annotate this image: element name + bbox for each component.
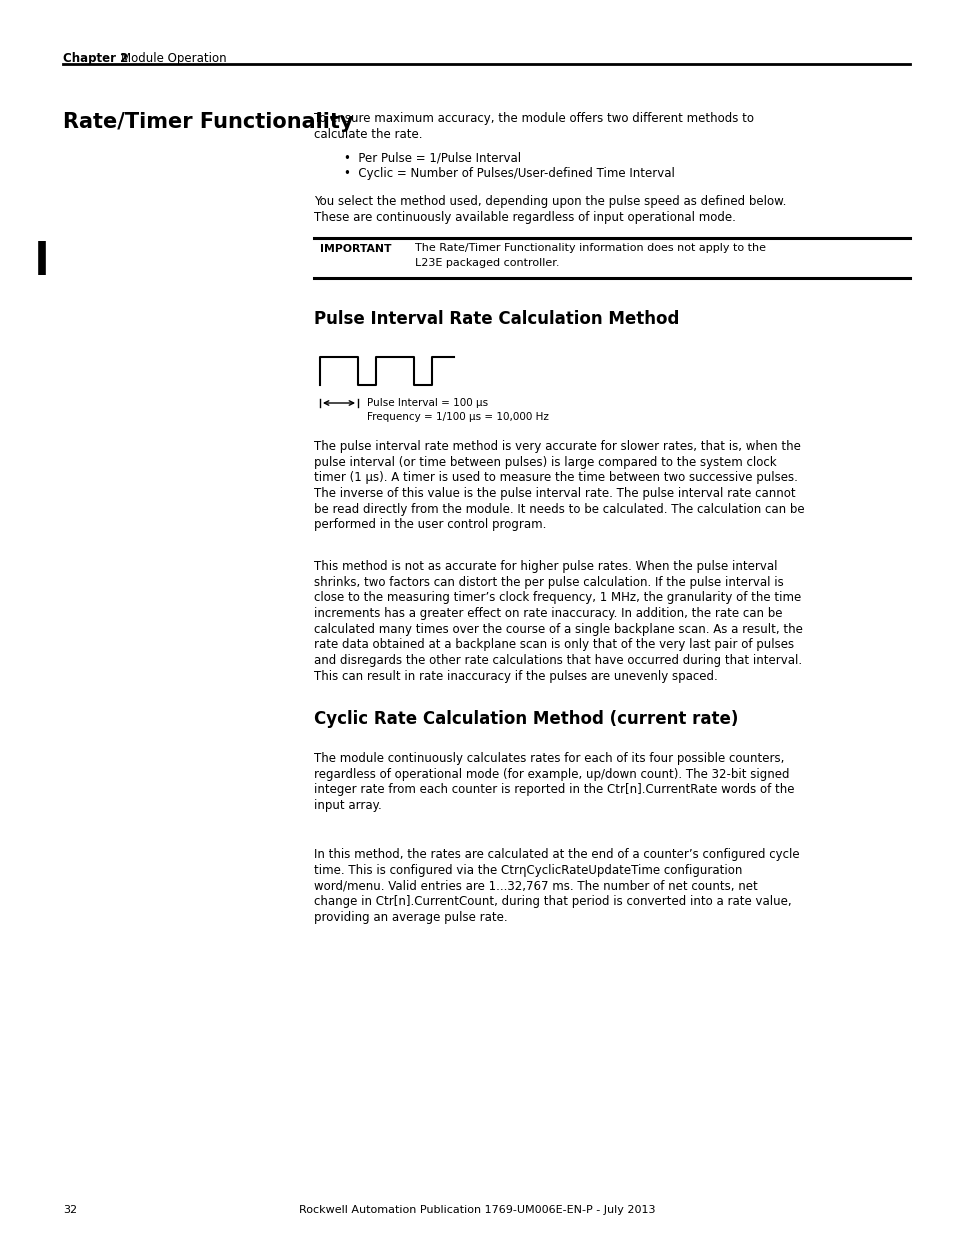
- Text: change in Ctr[n].CurrentCount, during that period is converted into a rate value: change in Ctr[n].CurrentCount, during th…: [314, 895, 791, 908]
- Text: word/menu. Valid entries are 1...32,767 ms. The number of net counts, net: word/menu. Valid entries are 1...32,767 …: [314, 879, 757, 893]
- Text: Pulse Interval Rate Calculation Method: Pulse Interval Rate Calculation Method: [314, 310, 679, 329]
- Text: •  Cyclic = Number of Pulses/User-defined Time Interval: • Cyclic = Number of Pulses/User-defined…: [344, 167, 674, 180]
- Text: In this method, the rates are calculated at the end of a counter’s configured cy: In this method, the rates are calculated…: [314, 848, 799, 861]
- Text: close to the measuring timer’s clock frequency, 1 MHz, the granularity of the ti: close to the measuring timer’s clock fre…: [314, 592, 801, 604]
- Text: regardless of operational mode (for example, up/down count). The 32-bit signed: regardless of operational mode (for exam…: [314, 768, 789, 781]
- Text: performed in the user control program.: performed in the user control program.: [314, 519, 546, 531]
- Text: be read directly from the module. It needs to be calculated. The calculation can: be read directly from the module. It nee…: [314, 503, 803, 516]
- Text: The Rate/Timer Functionality information does not apply to the: The Rate/Timer Functionality information…: [415, 243, 765, 253]
- Text: Rate/Timer Functionality: Rate/Timer Functionality: [63, 112, 354, 132]
- Text: integer rate from each counter is reported in the Ctr[n].CurrentRate words of th: integer rate from each counter is report…: [314, 783, 794, 797]
- Text: Pulse Interval = 100 μs: Pulse Interval = 100 μs: [367, 398, 488, 408]
- Text: The pulse interval rate method is very accurate for slower rates, that is, when : The pulse interval rate method is very a…: [314, 440, 800, 453]
- Text: IMPORTANT: IMPORTANT: [319, 245, 391, 254]
- Text: Cyclic Rate Calculation Method (current rate): Cyclic Rate Calculation Method (current …: [314, 710, 738, 727]
- Text: Rockwell Automation Publication 1769-UM006E-EN-P - July 2013: Rockwell Automation Publication 1769-UM0…: [298, 1205, 655, 1215]
- Text: To ensure maximum accuracy, the module offers two different methods to: To ensure maximum accuracy, the module o…: [314, 112, 753, 125]
- Text: calculate the rate.: calculate the rate.: [314, 128, 422, 141]
- Text: 32: 32: [63, 1205, 77, 1215]
- Text: The module continuously calculates rates for each of its four possible counters,: The module continuously calculates rates…: [314, 752, 783, 764]
- Text: The inverse of this value is the pulse interval rate. The pulse interval rate ca: The inverse of this value is the pulse i…: [314, 487, 795, 500]
- Text: calculated many times over the course of a single backplane scan. As a result, t: calculated many times over the course of…: [314, 622, 802, 636]
- Text: Module Operation: Module Operation: [121, 52, 227, 65]
- Text: These are continuously available regardless of input operational mode.: These are continuously available regardl…: [314, 211, 735, 224]
- Text: providing an average pulse rate.: providing an average pulse rate.: [314, 910, 507, 924]
- Text: This method is not as accurate for higher pulse rates. When the pulse interval: This method is not as accurate for highe…: [314, 559, 777, 573]
- Text: •  Per Pulse = 1/Pulse Interval: • Per Pulse = 1/Pulse Interval: [344, 151, 520, 164]
- Text: This can result in rate inaccuracy if the pulses are unevenly spaced.: This can result in rate inaccuracy if th…: [314, 669, 717, 683]
- Text: rate data obtained at a backplane scan is only that of the very last pair of pul: rate data obtained at a backplane scan i…: [314, 638, 793, 651]
- Text: L23E packaged controller.: L23E packaged controller.: [415, 258, 558, 268]
- Text: increments has a greater effect on rate inaccuracy. In addition, the rate can be: increments has a greater effect on rate …: [314, 606, 781, 620]
- Text: You select the method used, depending upon the pulse speed as defined below.: You select the method used, depending up…: [314, 195, 785, 207]
- Text: timer (1 μs). A timer is used to measure the time between two successive pulses.: timer (1 μs). A timer is used to measure…: [314, 472, 797, 484]
- Text: and disregards the other rate calculations that have occurred during that interv: and disregards the other rate calculatio…: [314, 655, 801, 667]
- Text: time. This is configured via the CtrηCyclicRateUpdateTime configuration: time. This is configured via the CtrηCyc…: [314, 863, 741, 877]
- Text: Frequency = 1/100 μs = 10,000 Hz: Frequency = 1/100 μs = 10,000 Hz: [367, 412, 548, 422]
- Text: Chapter 2: Chapter 2: [63, 52, 128, 65]
- Text: pulse interval (or time between pulses) is large compared to the system clock: pulse interval (or time between pulses) …: [314, 456, 776, 468]
- Text: shrinks, two factors can distort the per pulse calculation. If the pulse interva: shrinks, two factors can distort the per…: [314, 576, 783, 589]
- Text: input array.: input array.: [314, 799, 381, 811]
